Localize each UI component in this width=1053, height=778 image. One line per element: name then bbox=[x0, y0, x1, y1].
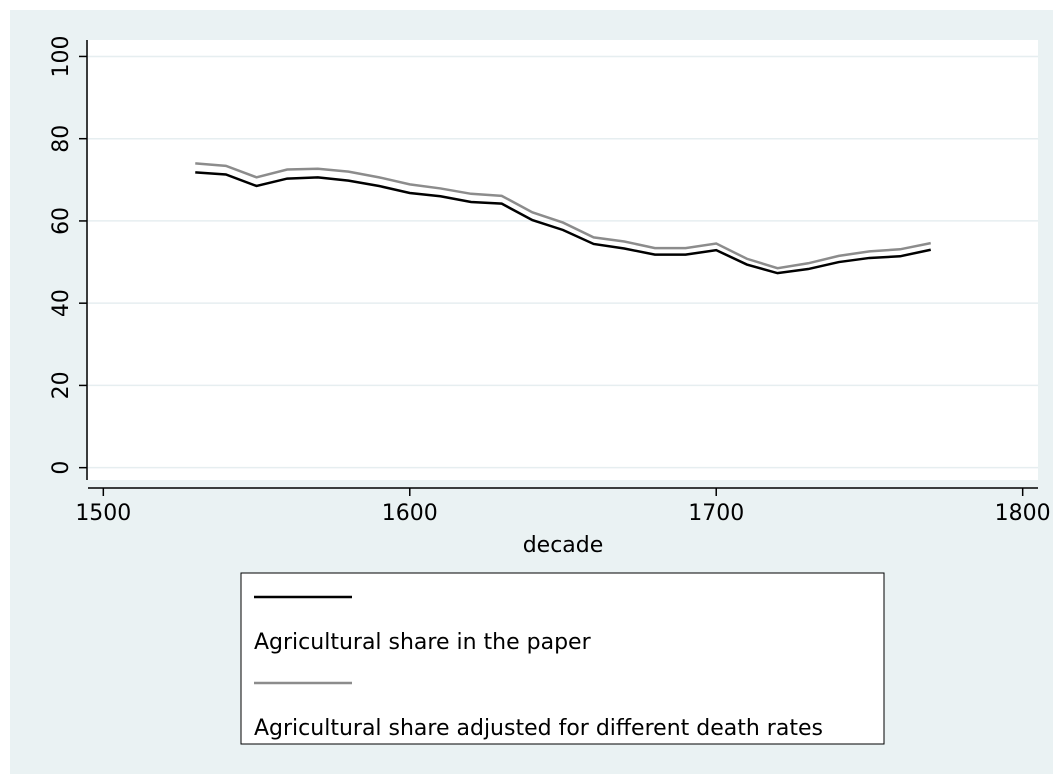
legend-box bbox=[240, 572, 885, 745]
y-tick-label: 100 bbox=[49, 35, 74, 77]
y-tick-label: 20 bbox=[49, 371, 74, 399]
data-line bbox=[195, 162, 931, 270]
x-tick-label: 1600 bbox=[382, 501, 438, 526]
legend-label: Agricultural share in the paper bbox=[254, 630, 592, 655]
x-tick-label: 1700 bbox=[688, 501, 744, 526]
data-line bbox=[195, 171, 932, 275]
y-tick-label: 60 bbox=[49, 207, 74, 235]
plot-area bbox=[88, 40, 1038, 480]
x-tick-label: 1500 bbox=[75, 501, 131, 526]
x-tick-label: 1800 bbox=[995, 501, 1051, 526]
y-tick-label: 0 bbox=[49, 461, 74, 475]
legend-label: Agricultural share adjusted for differen… bbox=[254, 716, 823, 741]
y-tick-label: 40 bbox=[49, 289, 74, 317]
y-tick-label: 80 bbox=[49, 125, 74, 153]
x-axis-title: decade bbox=[523, 533, 604, 558]
